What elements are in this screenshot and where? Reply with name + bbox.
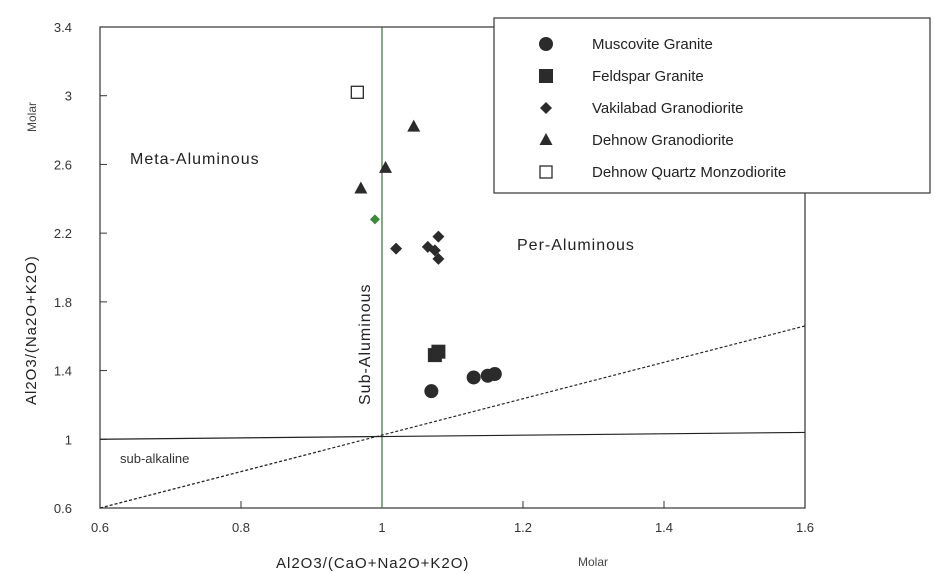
- y-axis-label: Al2O3/(Na2O+K2O): [23, 255, 40, 405]
- point-muscovite-granite: [487, 367, 502, 382]
- region-label-meta-aluminous: Meta-Aluminous: [130, 151, 260, 168]
- y-tick-label: 3.4: [54, 20, 72, 35]
- x-tick-label: 1: [378, 520, 385, 535]
- data-points: [350, 85, 502, 399]
- x-axis-unit: Molar: [578, 555, 608, 569]
- point-feldspar-granite: [431, 344, 446, 359]
- point-muscovite-granite: [424, 384, 439, 399]
- y-tick-label: 1.4: [54, 364, 72, 379]
- boundary-line-ank-1: [99, 431, 806, 440]
- boundary-lines: [99, 27, 806, 509]
- region-label-per-aluminous: Per-Aluminous: [517, 237, 635, 254]
- point-vakilabad-granodiorite: [428, 244, 441, 257]
- legend-marker-dehnow-granodiorite: [539, 133, 553, 145]
- region-label-sub-alkaline: sub-alkaline: [120, 451, 189, 466]
- point-highlighted: [369, 214, 380, 225]
- legend-label-feldspar-granite: Feldspar Granite: [592, 68, 704, 85]
- y-tick-label: 1.8: [54, 295, 72, 310]
- point-dehnow-granodiorite: [407, 119, 421, 132]
- y-tick-label: 3: [65, 89, 72, 104]
- legend-marker-feldspar-granite: [539, 69, 553, 83]
- region-label-sub-aluminous: Sub-Aluminous: [357, 284, 374, 406]
- legend: Muscovite Granite Feldspar Granite Vakilab…: [493, 17, 931, 194]
- y-tick-label: 2.6: [54, 157, 72, 172]
- legend-marker-muscovite-granite: [539, 37, 553, 51]
- y-axis-unit: Molar: [25, 102, 39, 132]
- point-vakilabad-granodiorite: [390, 242, 403, 255]
- x-tick-label: 1.4: [655, 520, 673, 535]
- legend-marker-dehnow-quartz-monzodiorite: [539, 165, 553, 179]
- x-tick-label: 1.6: [796, 520, 814, 535]
- x-tick-label: 1.2: [514, 520, 532, 535]
- y-tick-label: 2.2: [54, 226, 72, 241]
- x-tick-label: 0.8: [232, 520, 250, 535]
- x-tick-label: 0.6: [91, 520, 109, 535]
- legend-marker-vakilabad-granodiorite: [540, 102, 552, 114]
- point-dehnow-granodiorite: [379, 160, 393, 173]
- legend-label-dehnow-quartz-monzodiorite: Dehnow Quartz Monzodiorite: [592, 164, 786, 181]
- point-dehnow-quartz-monzodiorite: [350, 85, 364, 99]
- legend-label-muscovite-granite: Muscovite Granite: [592, 36, 713, 53]
- x-axis-label: Al2O3/(CaO+Na2O+K2O): [276, 555, 469, 572]
- y-tick-label: 1: [65, 432, 72, 447]
- legend-label-vakilabad-granodiorite: Vakilabad Granodiorite: [592, 100, 743, 117]
- legend-label-dehnow-granodiorite: Dehnow Granodiorite: [592, 132, 734, 149]
- point-vakilabad-granodiorite: [432, 252, 445, 265]
- point-dehnow-granodiorite: [354, 181, 368, 194]
- plot-area: [99, 26, 806, 509]
- boundary-line-diagonal: [99, 325, 806, 509]
- y-tick-label: 0.6: [54, 501, 72, 516]
- point-vakilabad-granodiorite: [432, 230, 445, 243]
- point-muscovite-granite: [466, 370, 481, 385]
- legend-box: [493, 17, 931, 194]
- axis-ticks: 0.6 0.8 1 1.2 1.4 1.6 0.6 1 1.4 1.8 2.2 2.6 3 3.4: [54, 20, 814, 535]
